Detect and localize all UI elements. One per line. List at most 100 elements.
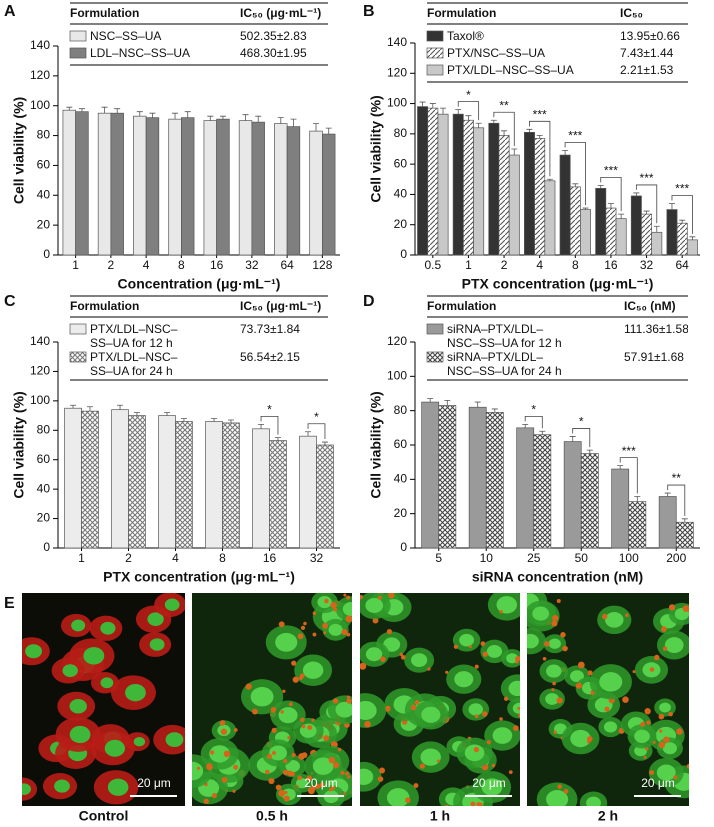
bar — [508, 154, 520, 256]
particle — [661, 626, 667, 632]
y-tick-label: 100 — [30, 98, 50, 112]
cell-nucleus — [100, 677, 114, 689]
cell-nucleus — [192, 761, 204, 781]
x-tick-label: 32 — [640, 258, 654, 272]
particle — [405, 797, 411, 804]
cell-nucleus — [278, 707, 298, 724]
x-tick-label: 16 — [604, 258, 618, 272]
cell-nucleus — [312, 757, 334, 775]
y-tick-label: 120 — [30, 364, 50, 378]
x-axis-title: Concentration (μg·mL⁻¹) — [118, 276, 281, 292]
error-bar — [501, 130, 508, 136]
legend-header-box: IC₅₀ (μg·mL⁻¹) — [240, 6, 321, 20]
bar — [81, 410, 99, 549]
particle — [649, 667, 655, 672]
bar — [544, 180, 556, 256]
bar — [686, 239, 698, 256]
error-bar — [180, 418, 187, 422]
error-bar — [274, 437, 281, 441]
y-tick-label: 140 — [387, 35, 407, 49]
bar — [158, 415, 176, 549]
particle — [518, 713, 520, 718]
bar — [427, 107, 439, 256]
error-bar — [219, 115, 226, 120]
legend-ic50-box: 7.43±1.44 — [620, 46, 674, 60]
particle — [330, 785, 336, 790]
error-bar — [321, 441, 328, 445]
error-bar — [522, 424, 529, 428]
bar — [62, 109, 76, 256]
particle — [315, 593, 317, 594]
particle — [328, 756, 336, 764]
particle — [298, 753, 305, 760]
cell-nucleus — [527, 633, 539, 649]
x-axis-title: PTX concentration (μg·mL⁻¹) — [103, 569, 295, 585]
particle — [552, 615, 559, 622]
significance-bracket — [307, 423, 326, 440]
legend-name: Taxol® — [447, 29, 484, 43]
particle — [563, 788, 569, 794]
y-tick-label: 40 — [394, 187, 408, 201]
particle — [386, 628, 393, 635]
particle — [437, 759, 441, 763]
particle — [196, 766, 201, 770]
y-axis-title: Cell viability (%) — [368, 95, 384, 202]
cell-nucleus — [569, 670, 584, 683]
particle — [312, 611, 317, 616]
error-bar — [325, 127, 332, 135]
particle — [185, 783, 191, 789]
particle — [553, 730, 557, 734]
error-bar — [607, 203, 614, 209]
particle — [322, 622, 329, 629]
cell-nucleus — [133, 736, 146, 747]
cell-nucleus — [269, 745, 287, 761]
error-bar — [277, 117, 284, 124]
bar — [485, 412, 504, 549]
particle — [314, 783, 321, 790]
y-tick-label: 80 — [37, 128, 51, 142]
x-tick-label: 100 — [619, 551, 639, 565]
y-tick-label: 80 — [394, 126, 408, 140]
particle — [547, 593, 550, 594]
error-bar — [546, 178, 553, 181]
bar — [605, 207, 617, 256]
cell-nucleus — [149, 638, 165, 651]
significance-bracket — [524, 416, 543, 429]
bar — [651, 231, 663, 256]
significance-bracket — [529, 120, 551, 177]
legend-name-box: PTX/LDL–NSC–SS–UA — [447, 63, 574, 77]
legend-name: PTX/LDL–NSC–SS–UA for 12 h — [90, 322, 178, 350]
bar — [309, 130, 323, 256]
particle — [360, 594, 363, 600]
particle — [587, 670, 593, 676]
bar — [299, 435, 317, 549]
cell-nucleus — [468, 703, 483, 716]
legend-ic50-box: 13.95±0.66 — [620, 29, 680, 43]
particle — [668, 711, 673, 717]
panel-letter: A — [4, 3, 16, 20]
y-tick-label: 0 — [43, 540, 50, 554]
legend-ic50: 7.43±1.44 — [620, 46, 674, 60]
particle — [271, 750, 276, 755]
particle — [604, 706, 610, 712]
x-tick-label: 8 — [572, 258, 579, 272]
particle — [278, 789, 286, 797]
particle — [303, 621, 307, 626]
particle — [324, 598, 329, 604]
error-bar — [689, 236, 696, 240]
error-bar — [207, 115, 214, 121]
error-bar — [643, 210, 650, 215]
bar — [269, 440, 287, 549]
particle — [282, 689, 286, 693]
image-label: 2 h — [598, 808, 618, 824]
x-tick-label: 10 — [480, 551, 494, 565]
error-bar — [440, 107, 447, 115]
cell-nucleus — [62, 664, 78, 678]
error-bar — [70, 404, 77, 409]
micrograph — [360, 593, 520, 806]
scale-bar-label: 20 μm — [641, 776, 675, 790]
panel-letter: C — [4, 293, 16, 310]
particle — [297, 633, 304, 640]
cell-nucleus — [512, 702, 520, 714]
cell-nucleus — [365, 597, 384, 613]
